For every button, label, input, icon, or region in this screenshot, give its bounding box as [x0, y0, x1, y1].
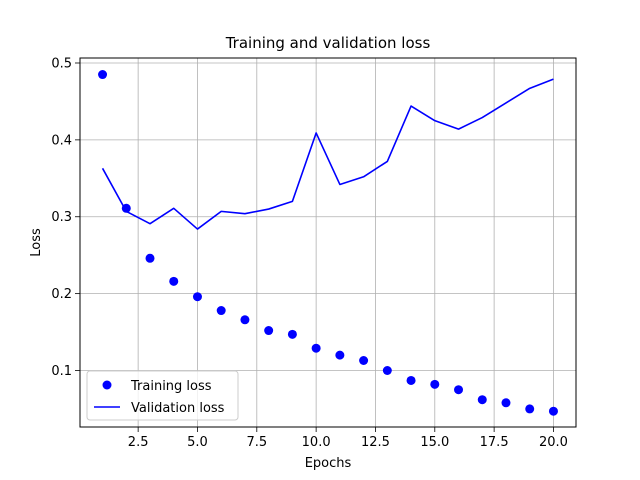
training-loss-point	[240, 315, 250, 325]
y-axis-label: Loss	[29, 228, 44, 257]
training-loss-point	[264, 326, 274, 336]
training-loss-point	[548, 406, 558, 416]
training-loss-point	[98, 70, 108, 80]
training-loss-point	[359, 356, 369, 366]
y-tick-label: 0.3	[51, 210, 72, 225]
plot-frame	[79, 57, 577, 428]
training-loss-point	[192, 292, 202, 302]
training-loss-point	[216, 306, 226, 316]
training-loss-point	[335, 350, 345, 360]
legend-box	[86, 370, 239, 421]
ticks: 2.5 5.0 7.5 10.0 12.5 15.0 17.5 20.0 0.1 0.2 0.3 0.…	[51, 56, 568, 450]
y-tick-label: 0.5	[51, 56, 72, 71]
chart-title: Training and validation loss	[225, 34, 431, 52]
x-tick-label: 2.5	[128, 435, 149, 450]
y-tick-label: 0.2	[51, 287, 72, 302]
training-loss-point	[501, 398, 511, 408]
legend-marker-swatch	[102, 380, 112, 390]
x-tick-label: 7.5	[246, 435, 267, 450]
y-tick-label: 0.1	[51, 364, 72, 379]
x-tick-label: 15.0	[420, 435, 449, 450]
training-loss-point	[406, 375, 416, 385]
validation-loss-line	[101, 78, 554, 230]
training-loss-point	[525, 404, 535, 414]
training-loss-point	[287, 329, 297, 339]
training-loss-point	[382, 365, 392, 375]
x-tick-label: 12.5	[361, 435, 390, 450]
legend: Training loss Validation loss	[86, 370, 239, 421]
training-loss-point	[454, 385, 464, 395]
series-layer	[98, 70, 558, 416]
x-axis-label: Epochs	[305, 456, 352, 471]
x-tick-label: 17.5	[480, 435, 509, 450]
grid	[80, 58, 576, 427]
y-tick-label: 0.4	[51, 133, 72, 148]
training-loss-point	[430, 379, 440, 389]
training-loss-point	[311, 343, 321, 353]
legend-label: Training loss	[130, 379, 212, 394]
x-tick-label: 20.0	[539, 435, 568, 450]
training-loss-point	[169, 276, 179, 286]
training-loss-point	[477, 395, 487, 405]
training-loss-point	[145, 253, 155, 263]
x-tick-label: 10.0	[302, 435, 331, 450]
x-tick-label: 5.0	[187, 435, 208, 450]
legend-label: Validation loss	[131, 401, 225, 416]
